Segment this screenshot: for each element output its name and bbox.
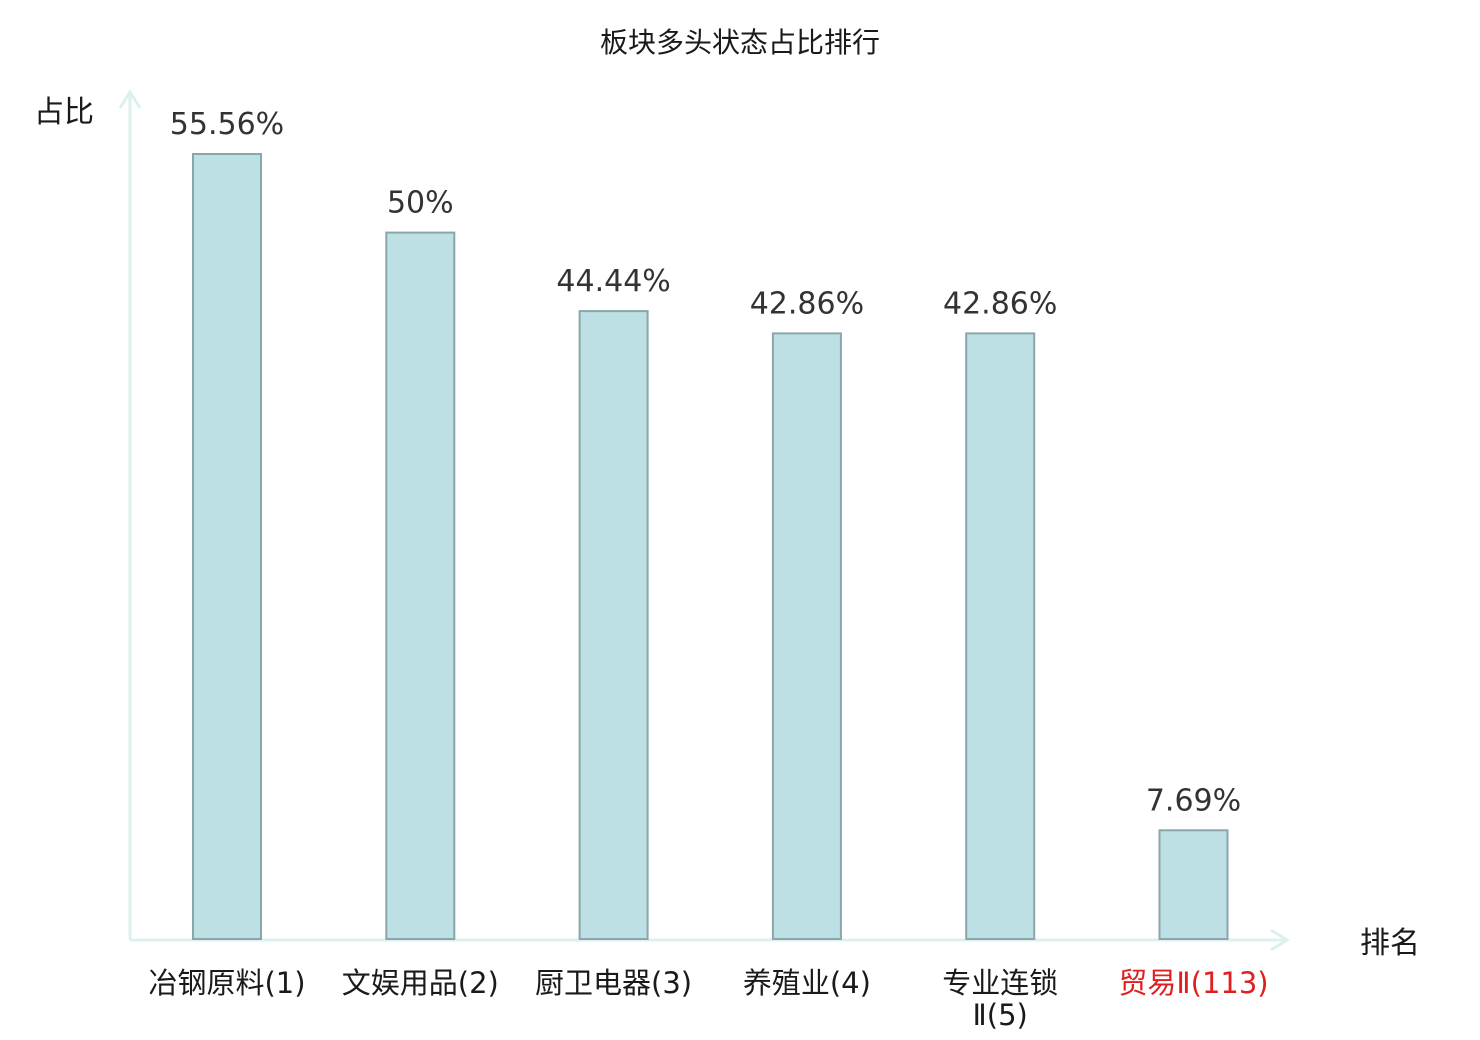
value-labels: 55.56% 50% 44.44% 42.86% 42.86% 7.69% (170, 107, 1241, 818)
category-label-line: 厨卫电器(3) (535, 966, 692, 1000)
category-label-5: 专业连锁 Ⅱ(5) (942, 966, 1058, 1032)
value-label-1: 55.56% (170, 107, 284, 142)
y-axis-arrow (118, 89, 142, 109)
bar-1 (192, 153, 262, 940)
value-label-3: 44.44% (556, 264, 670, 299)
category-label-2: 文娱用品(2) (342, 966, 499, 1000)
category-label-1: 冶钢原料(1) (148, 966, 305, 1000)
category-label-3: 厨卫电器(3) (535, 966, 692, 1000)
category-label-4: 养殖业(4) (743, 966, 871, 1000)
bar-3 (578, 310, 649, 941)
y-axis-label: 占比 (34, 95, 94, 130)
category-label-line: 养殖业(4) (743, 966, 871, 1000)
category-label-line: 贸易Ⅱ(113) (1118, 966, 1268, 1000)
value-label-6: 7.69% (1146, 783, 1241, 818)
x-axis-arrow (1270, 928, 1290, 952)
category-label-line: Ⅱ(5) (973, 998, 1028, 1032)
bars (192, 153, 1229, 941)
value-label-4: 42.86% (750, 286, 864, 321)
axes (118, 89, 1290, 952)
category-label-line: 专业连锁 (942, 966, 1058, 1000)
bar-6 (1158, 829, 1229, 940)
value-label-5: 42.86% (943, 286, 1057, 321)
bar-2 (385, 231, 456, 941)
category-label-line: 文娱用品(2) (342, 966, 499, 1000)
x-axis-label: 排名 (1360, 926, 1420, 961)
value-label-2: 50% (387, 186, 454, 221)
category-labels: 冶钢原料(1) 文娱用品(2) 厨卫电器(3) 养殖业(4) 专业连锁 Ⅱ(5) 贸易Ⅱ(1… (148, 966, 1268, 1032)
category-label-6: 贸易Ⅱ(113) (1118, 966, 1268, 1000)
category-label-line: 冶钢原料(1) (148, 966, 305, 1000)
chart-title: 板块多头状态占比排行 (600, 26, 880, 59)
bar-4 (771, 332, 842, 940)
bar-5 (965, 332, 1036, 940)
